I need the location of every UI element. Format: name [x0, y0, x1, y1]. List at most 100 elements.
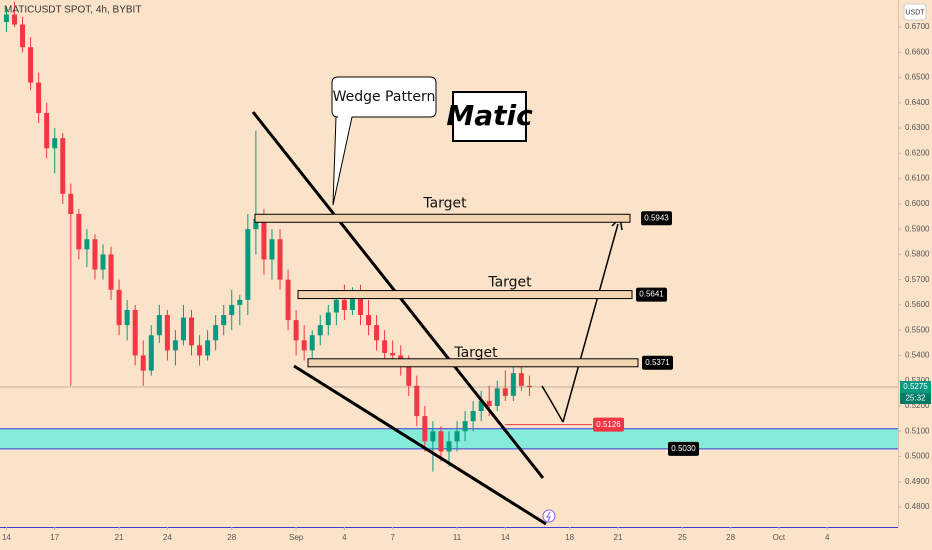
y-tick-label: 0.5300: [905, 376, 930, 385]
candle-body: [116, 289, 122, 326]
candle-body: [28, 47, 34, 83]
last-price-box: [900, 381, 931, 394]
candle-body: [486, 400, 492, 406]
candle-body: [140, 355, 146, 371]
candle-body: [438, 431, 444, 452]
stop-tag-box: [593, 417, 624, 432]
candle-body: [100, 254, 106, 270]
y-tick-label: 0.6000: [905, 199, 930, 208]
candle-body: [229, 304, 235, 316]
x-tick-label: 25: [678, 533, 687, 542]
x-tick-label: Sep: [289, 533, 304, 542]
price-tag-box: [636, 287, 667, 302]
target-label: Target: [487, 275, 532, 291]
event-icon: [542, 509, 556, 523]
candle-body: [180, 317, 186, 341]
candle-body: [11, 14, 17, 25]
y-tick-label: 0.4800: [905, 502, 930, 511]
candle-body: [261, 219, 267, 260]
wedge-lower-line: [293, 364, 547, 526]
candle-body: [478, 400, 484, 412]
candle-body: [510, 373, 516, 396]
candle-body: [221, 315, 227, 326]
candle-body: [197, 345, 203, 356]
candle-body: [446, 441, 452, 452]
candle-body: [52, 138, 58, 149]
currency: USDT: [905, 9, 925, 16]
support-tag-box: [668, 441, 699, 456]
logo-box: [452, 91, 527, 142]
y-tick-label: 0.5600: [905, 300, 930, 309]
candle-body: [44, 112, 50, 149]
candle-body: [518, 373, 524, 386]
candle-body: [68, 193, 74, 214]
x-tick-label: 18: [565, 533, 574, 542]
candle-body: [309, 335, 315, 351]
candle-body: [164, 315, 170, 351]
target-zone: [254, 213, 631, 223]
candle-body: [382, 340, 388, 353]
x-tick-label: 4: [342, 533, 347, 542]
chart-title: MATICUSDT SPOT, 4h, BYBIT: [4, 5, 141, 16]
y-tick-label: 0.6100: [905, 174, 930, 183]
x-tick-label: 7: [390, 533, 395, 542]
candle-body: [430, 431, 436, 442]
y-tick-label: 0.5100: [905, 426, 930, 435]
candle-body: [36, 82, 42, 113]
x-tick-label: 14: [2, 533, 11, 542]
candle-body: [341, 299, 347, 310]
projection-arrow: [541, 223, 619, 423]
x-tick-label: 28: [227, 533, 236, 542]
candle-body: [205, 340, 211, 356]
candle-body: [293, 320, 299, 341]
candle-body: [349, 294, 355, 310]
y-tick-label: 0.5200: [905, 401, 930, 410]
x-tick-label: 21: [614, 533, 623, 542]
candle-body: [406, 365, 412, 386]
y-tick-label: 0.6400: [905, 98, 930, 107]
candle-body: [502, 388, 508, 396]
price-tag-box: [641, 211, 672, 226]
x-tick-label: 11: [453, 533, 462, 542]
candle-body: [414, 385, 420, 417]
candle-body: [189, 317, 195, 346]
support-tag: 0.5030: [671, 444, 696, 453]
price-tag: 0.5641: [639, 290, 664, 299]
candle-body: [454, 431, 460, 442]
candle-body: [470, 411, 476, 422]
stop-tag: 0.5126: [596, 420, 621, 429]
candle-body: [422, 416, 428, 442]
y-tick-label: 0.5000: [905, 452, 930, 461]
target-zone: [307, 358, 639, 368]
target-label: Target: [422, 195, 467, 211]
candle-body: [84, 239, 90, 250]
candle-body: [132, 309, 138, 356]
logo-text: Matic: [446, 99, 533, 132]
candle-body: [374, 325, 380, 341]
countdown: 25:32: [905, 394, 926, 403]
candle-body: [245, 229, 251, 300]
x-tick-label: 4: [825, 533, 830, 542]
candle-body: [76, 213, 82, 250]
candle-body: [333, 299, 339, 313]
candle-body: [526, 385, 532, 388]
y-tick-label: 0.6300: [905, 123, 930, 132]
x-tick-label: 24: [163, 533, 172, 542]
y-tick-label: 0.5400: [905, 351, 930, 360]
target-zone: [297, 290, 633, 300]
x-tick-label: 28: [726, 533, 735, 542]
x-tick-label: 21: [115, 533, 124, 542]
candle-body: [124, 309, 130, 326]
target-label: Target: [453, 345, 498, 361]
candle-body: [92, 239, 98, 270]
candle-body: [213, 325, 219, 341]
y-tick-label: 0.5800: [905, 250, 930, 259]
candle-body: [366, 315, 372, 326]
candle-body: [494, 388, 500, 406]
candle-body: [277, 239, 283, 280]
x-tick-label: 17: [50, 533, 59, 542]
candle-body: [148, 335, 154, 371]
